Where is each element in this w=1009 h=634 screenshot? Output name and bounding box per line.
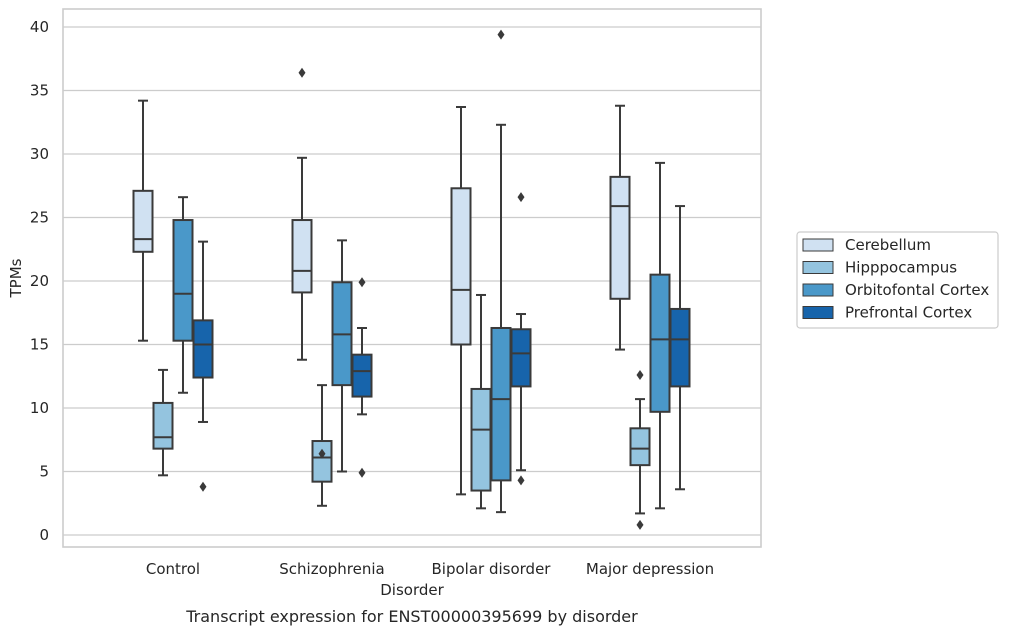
outlier-point xyxy=(358,467,366,478)
outlier-point xyxy=(358,277,366,288)
outlier-point xyxy=(497,29,505,40)
box-plot xyxy=(192,240,214,492)
box-plot xyxy=(490,29,512,514)
box-iqr xyxy=(609,175,631,300)
box-iqr xyxy=(470,387,492,492)
box-plot xyxy=(311,384,333,507)
box-plot xyxy=(609,104,631,351)
box-plots xyxy=(132,29,691,530)
box-iqr xyxy=(351,353,373,398)
y-tick-label: 30 xyxy=(30,145,49,163)
box-iqr xyxy=(132,189,154,253)
box-plot xyxy=(450,106,472,496)
box-plot xyxy=(510,192,532,486)
legend-label: Prefrontal Cortex xyxy=(845,304,972,322)
legend-swatch xyxy=(802,238,834,252)
legend-label: Orbitofontal Cortex xyxy=(845,281,989,299)
y-tick-label: 15 xyxy=(30,336,49,354)
box-iqr xyxy=(291,219,313,294)
x-tick-label: Bipolar disorder xyxy=(432,560,552,578)
legend-swatch xyxy=(802,283,834,297)
box-iqr xyxy=(649,273,671,413)
box-iqr xyxy=(669,307,691,388)
box-iqr xyxy=(311,440,333,483)
outlier-point xyxy=(517,192,525,203)
outlier-point xyxy=(636,519,644,530)
outlier-point xyxy=(298,67,306,78)
y-tick-label: 35 xyxy=(30,82,49,100)
box-iqr xyxy=(192,319,214,379)
box-plot xyxy=(291,67,313,361)
y-tick-label: 25 xyxy=(30,209,49,227)
box-plot xyxy=(669,205,691,491)
x-tick-label: Control xyxy=(146,560,200,578)
x-axis-label: Disorder xyxy=(380,581,444,599)
grid-lines xyxy=(63,26,761,536)
y-tick-label: 5 xyxy=(39,463,49,481)
plot-frame xyxy=(62,8,762,548)
y-tick-label: 0 xyxy=(39,526,49,544)
legend-swatch xyxy=(802,261,834,274)
box-iqr xyxy=(152,401,174,450)
y-tick-label: 20 xyxy=(30,272,49,290)
box-iqr xyxy=(450,187,472,346)
box-iqr xyxy=(629,427,651,467)
box-plot xyxy=(132,99,154,342)
x-tick-label: Schizophrenia xyxy=(279,560,384,578)
box-plot xyxy=(649,161,671,510)
outlier-point xyxy=(517,475,525,486)
outlier-point xyxy=(318,448,326,459)
legend-frame xyxy=(796,231,999,329)
y-tick-label: 40 xyxy=(30,18,49,36)
legend-label: Cerebellum xyxy=(845,236,931,254)
box-plot xyxy=(331,239,353,473)
outlier-point xyxy=(199,481,207,492)
outlier-point xyxy=(636,369,644,380)
box-plot xyxy=(470,293,492,510)
x-tick-label: Major depression xyxy=(586,560,714,578)
x-axis-ticks: Control Schizophrenia Bipolar disorder Majo… xyxy=(146,560,714,578)
box-plot xyxy=(152,368,174,477)
box-plot xyxy=(172,196,194,394)
y-axis-label: TPMs xyxy=(7,258,25,298)
box-iqr xyxy=(172,219,194,342)
chart-caption: Transcript expression for ENST0000039569… xyxy=(185,607,638,626)
box-iqr xyxy=(490,326,512,482)
box-iqr xyxy=(510,328,532,388)
box-plot xyxy=(629,369,651,530)
box-plot xyxy=(351,277,373,478)
legend-label: Hipppocampus xyxy=(845,259,957,277)
y-axis-ticks: 0 5 10 15 20 25 30 35 40 xyxy=(30,18,49,544)
y-tick-label: 10 xyxy=(30,399,49,417)
legend: Cerebellum Hipppocampus Orbitofontal Corte… xyxy=(796,231,999,329)
legend-swatch xyxy=(802,306,834,319)
